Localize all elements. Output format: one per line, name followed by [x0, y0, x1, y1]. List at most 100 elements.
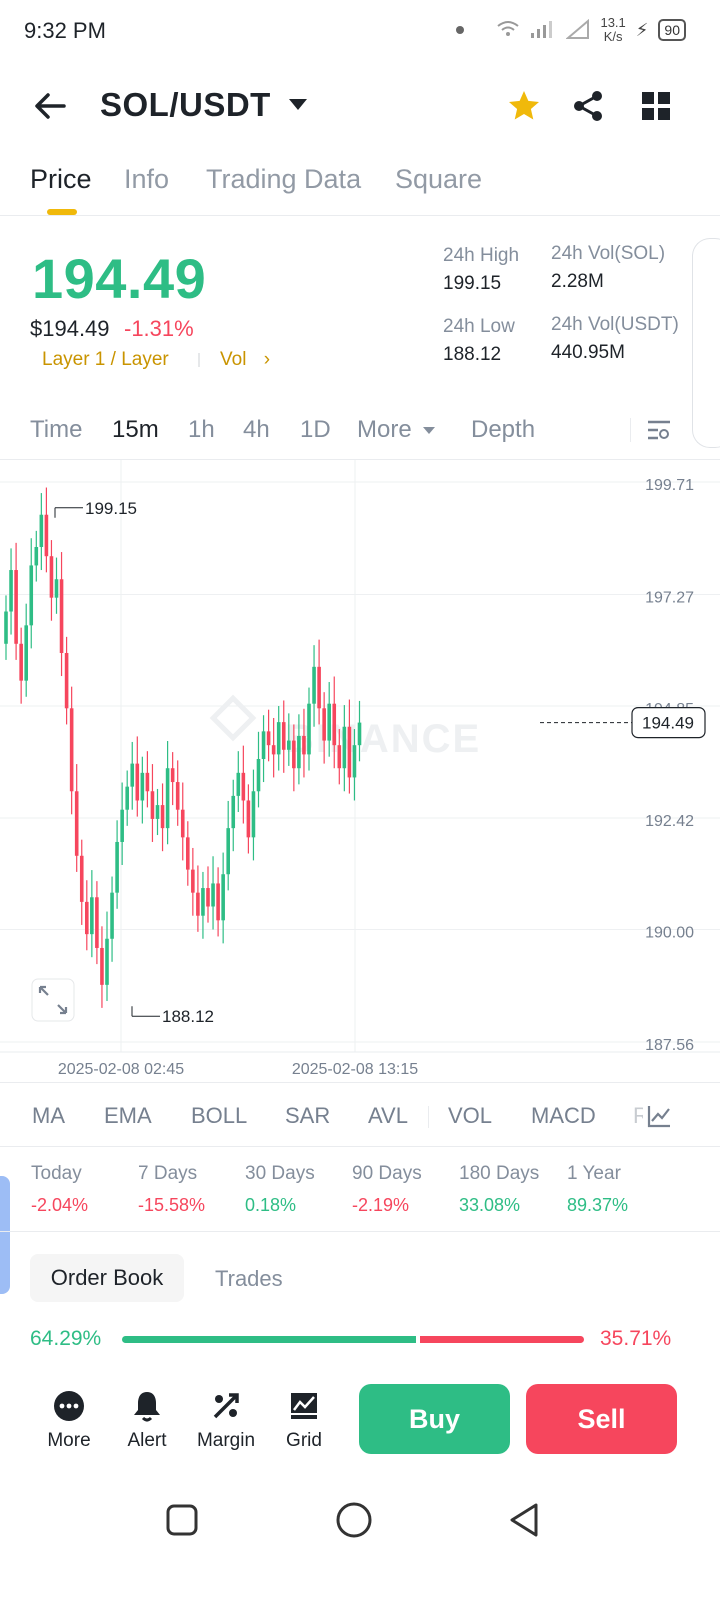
caret-down-icon [423, 426, 436, 434]
tag-vol[interactable]: Vol › [220, 349, 270, 371]
interval-1h[interactable]: 1h [188, 416, 215, 443]
tab-trades[interactable]: Trades [215, 1266, 283, 1291]
candle-body [155, 805, 160, 819]
candle-body [34, 546, 39, 566]
nav-recents-button[interactable] [164, 1500, 200, 1545]
indicator-vol[interactable]: VOL [448, 1103, 493, 1128]
ask-percent: 35.71% [600, 1327, 672, 1350]
current-price-label: 194.49 [642, 714, 694, 733]
candle-body [9, 570, 13, 612]
candle-body [19, 643, 23, 681]
candle-body [221, 874, 225, 921]
divider [428, 1106, 429, 1128]
caret-down-icon[interactable] [287, 97, 309, 118]
indicator-boll[interactable]: BOLL [191, 1103, 248, 1128]
more-button[interactable]: More [29, 1388, 109, 1452]
candle-body [120, 809, 124, 842]
triangle-back-icon [510, 1503, 538, 1537]
candle-body [49, 556, 54, 598]
indicator-sar[interactable]: SAR [285, 1103, 331, 1128]
perf-value-today: -2.04% [31, 1195, 89, 1215]
charging-icon: ⚡ [635, 19, 649, 40]
vol-usdt-value: 440.95M [551, 342, 625, 363]
time-tick-label: 2025-02-08 13:15 [292, 1061, 418, 1078]
candle-body [206, 888, 210, 907]
tab-order-book[interactable]: Order Book [30, 1254, 184, 1302]
candle-body [29, 565, 34, 626]
expand-chart-button[interactable] [31, 978, 75, 1022]
indicator-rsi[interactable]: RSI [633, 1103, 643, 1128]
candle-body [39, 514, 44, 547]
candle-body [312, 666, 316, 704]
nav-back-button[interactable] [506, 1500, 542, 1545]
candle-body [85, 901, 89, 935]
high-value: 199.15 [443, 273, 502, 294]
nav-home-button[interactable] [334, 1500, 374, 1545]
perf-label-30d: 30 Days [245, 1163, 315, 1184]
interval-4h[interactable]: 4h [243, 416, 270, 443]
chart-settings-icon[interactable] [646, 418, 672, 447]
alert-button[interactable]: Alert [107, 1388, 187, 1452]
signal-icon [530, 19, 556, 42]
interval-15m[interactable]: 15m [112, 416, 159, 443]
candle-body [95, 897, 99, 948]
interval-depth[interactable]: Depth [471, 416, 536, 443]
low-value: 188.12 [443, 344, 502, 365]
divider [0, 1231, 720, 1232]
high-label: 24h High [443, 245, 520, 266]
pair-title[interactable]: SOL/USDT [100, 86, 271, 123]
indicator-avl[interactable]: AVL [368, 1103, 408, 1128]
grid-label: Grid [286, 1430, 322, 1451]
candle-body [130, 763, 135, 787]
perf-label-180d: 180 Days [459, 1163, 540, 1184]
margin-button[interactable]: Margin [186, 1388, 266, 1452]
sell-button[interactable]: Sell [526, 1384, 677, 1454]
more-label: More [47, 1430, 91, 1451]
candle-body [236, 772, 241, 796]
vol-sol-value: 2.28M [551, 271, 604, 292]
tab-info[interactable]: Info [124, 164, 170, 194]
indicator-ema[interactable]: EMA [104, 1103, 152, 1128]
favorite-star-icon[interactable] [506, 88, 542, 129]
tab-price[interactable]: Price [30, 164, 92, 194]
side-tab[interactable] [0, 1176, 10, 1294]
tag-layer[interactable]: Layer 1 / Layer [42, 349, 169, 370]
buy-button[interactable]: Buy [359, 1384, 510, 1454]
tab-trading-data[interactable]: Trading Data [206, 164, 362, 194]
candle-body [246, 800, 251, 838]
share-icon[interactable] [570, 88, 606, 129]
candlestick-chart[interactable]: BINANCE 199.71197.27194.85192.42190.0018… [0, 460, 720, 1082]
margin-label: Margin [196, 1430, 256, 1451]
indicator-settings-icon[interactable] [646, 1104, 672, 1133]
candle-body [332, 703, 337, 746]
candle-body [115, 841, 119, 893]
indicator-macd[interactable]: MACD [531, 1103, 596, 1128]
interval-time[interactable]: Time [30, 416, 83, 443]
candle-body [201, 888, 205, 916]
perf-label-today: Today [31, 1163, 82, 1184]
tab-square[interactable]: Square [395, 164, 483, 194]
divider [0, 1146, 720, 1147]
candle-body [196, 892, 200, 916]
indicator-ma[interactable]: MA [32, 1103, 65, 1128]
tab-indicator [47, 209, 77, 215]
tag-divider [198, 353, 200, 367]
candle-body [165, 768, 170, 829]
last-price: 194.49 [32, 247, 207, 310]
chart-markers: 199.15 188.12 194.49 [54, 499, 706, 1026]
candle-body [347, 726, 352, 778]
candle-body [191, 869, 195, 893]
grid-button[interactable]: Grid [264, 1388, 344, 1452]
divider [0, 459, 720, 460]
side-panel-edge[interactable] [692, 238, 720, 448]
interval-1d[interactable]: 1D [300, 416, 331, 443]
interval-more[interactable]: More [357, 416, 436, 444]
time-axis: 2025-02-08 02:45 2025-02-08 13:15 [58, 1061, 418, 1078]
perf-value-1y: 89.37% [567, 1195, 629, 1215]
price-tick-label: 199.71 [645, 477, 694, 494]
grid-menu-icon[interactable] [640, 90, 672, 127]
back-button[interactable] [30, 86, 70, 126]
interval-more-label: More [357, 416, 412, 443]
candle-body [110, 892, 114, 939]
candle-body [342, 726, 347, 769]
